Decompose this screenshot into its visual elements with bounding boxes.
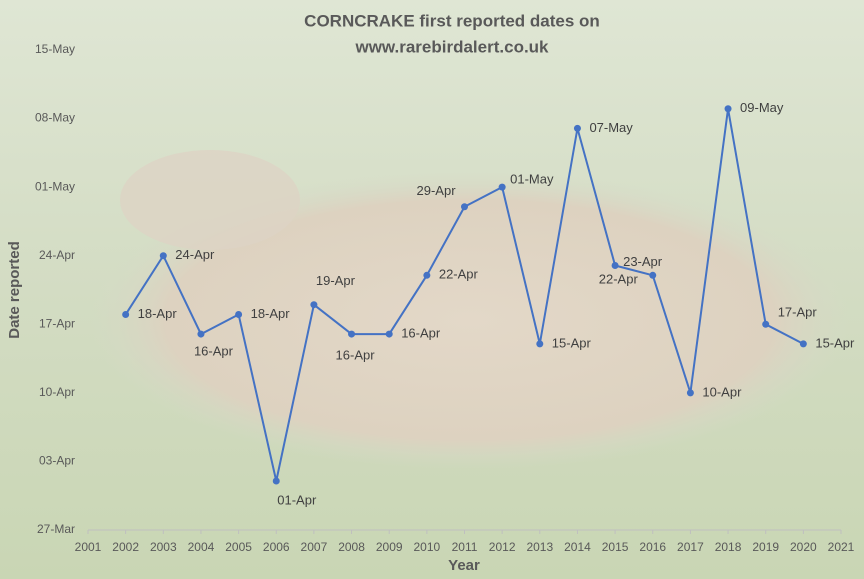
marker — [498, 183, 506, 191]
data-label: 15-Apr — [552, 335, 592, 350]
marker — [235, 310, 243, 318]
y-axis-label: Date reported — [6, 241, 23, 339]
background-bird — [90, 170, 850, 470]
marker — [272, 477, 280, 485]
y-tick-label: 17-Apr — [39, 316, 75, 330]
marker — [611, 262, 619, 270]
x-tick-label: 2015 — [602, 540, 629, 554]
x-tick-label: 2004 — [188, 540, 215, 554]
data-label: 18-Apr — [138, 306, 178, 321]
data-label: 22-Apr — [599, 272, 639, 287]
marker — [423, 271, 431, 279]
x-tick-label: 2006 — [263, 540, 290, 554]
x-axis-label: Year — [448, 557, 480, 574]
data-label: 19-Apr — [316, 273, 356, 288]
data-label: 09-May — [740, 100, 784, 115]
data-label: 07-May — [589, 120, 633, 135]
data-label: 16-Apr — [336, 348, 376, 363]
data-label: 16-Apr — [401, 326, 441, 341]
data-label: 24-Apr — [175, 247, 215, 262]
marker — [461, 203, 468, 211]
y-tick-label: 03-Apr — [39, 454, 75, 468]
x-tick-label: 2001 — [75, 540, 102, 554]
x-tick-label: 2008 — [338, 540, 365, 554]
marker — [197, 330, 205, 338]
x-tick-label: 2021 — [828, 540, 855, 554]
marker — [724, 105, 732, 113]
y-tick-label: 27-Mar — [37, 522, 75, 536]
y-tick-label: 08-May — [35, 111, 75, 125]
marker — [385, 330, 393, 338]
marker — [762, 320, 770, 328]
data-label: 29-Apr — [417, 183, 457, 198]
data-label: 15-Apr — [815, 335, 855, 350]
x-tick-label: 2007 — [301, 540, 328, 554]
marker — [573, 124, 581, 132]
y-tick-label: 01-May — [35, 179, 75, 193]
x-tick-label: 2010 — [413, 540, 440, 554]
chart-title: CORNCRAKE first reported dates on — [304, 11, 600, 30]
y-tick-label: 10-Apr — [39, 385, 75, 399]
data-label: 18-Apr — [251, 306, 291, 321]
data-label: 16-Apr — [194, 344, 234, 359]
x-tick-label: 2009 — [376, 540, 403, 554]
marker — [649, 271, 657, 279]
x-tick-label: 2014 — [564, 540, 591, 554]
x-tick-label: 2003 — [150, 540, 177, 554]
background-bird-head — [120, 150, 300, 250]
x-tick-label: 2005 — [225, 540, 252, 554]
marker — [310, 301, 318, 309]
x-tick-label: 2002 — [112, 540, 139, 554]
data-label: 22-Apr — [439, 267, 479, 282]
marker — [122, 310, 130, 318]
data-label: 01-Apr — [277, 492, 317, 507]
marker — [799, 340, 807, 348]
x-tick-label: 2019 — [752, 540, 779, 554]
x-tick-label: 2012 — [489, 540, 516, 554]
marker — [348, 330, 356, 338]
marker — [536, 340, 544, 348]
marker — [159, 252, 167, 260]
marker — [686, 389, 694, 397]
data-label: 23-Apr — [623, 254, 663, 269]
x-tick-label: 2020 — [790, 540, 817, 554]
data-label: 01-May — [510, 172, 554, 187]
data-label: 17-Apr — [778, 305, 818, 320]
x-tick-label: 2011 — [452, 540, 478, 554]
x-tick-label: 2017 — [677, 540, 704, 554]
x-tick-label: 2016 — [639, 540, 666, 554]
data-label: 10-Apr — [702, 384, 742, 399]
x-tick-label: 2013 — [526, 540, 553, 554]
chart-subtitle: www.rarebirdalert.co.uk — [354, 37, 549, 56]
x-tick-label: 2018 — [715, 540, 742, 554]
y-tick-label: 15-May — [35, 42, 75, 56]
y-tick-label: 24-Apr — [39, 248, 75, 262]
